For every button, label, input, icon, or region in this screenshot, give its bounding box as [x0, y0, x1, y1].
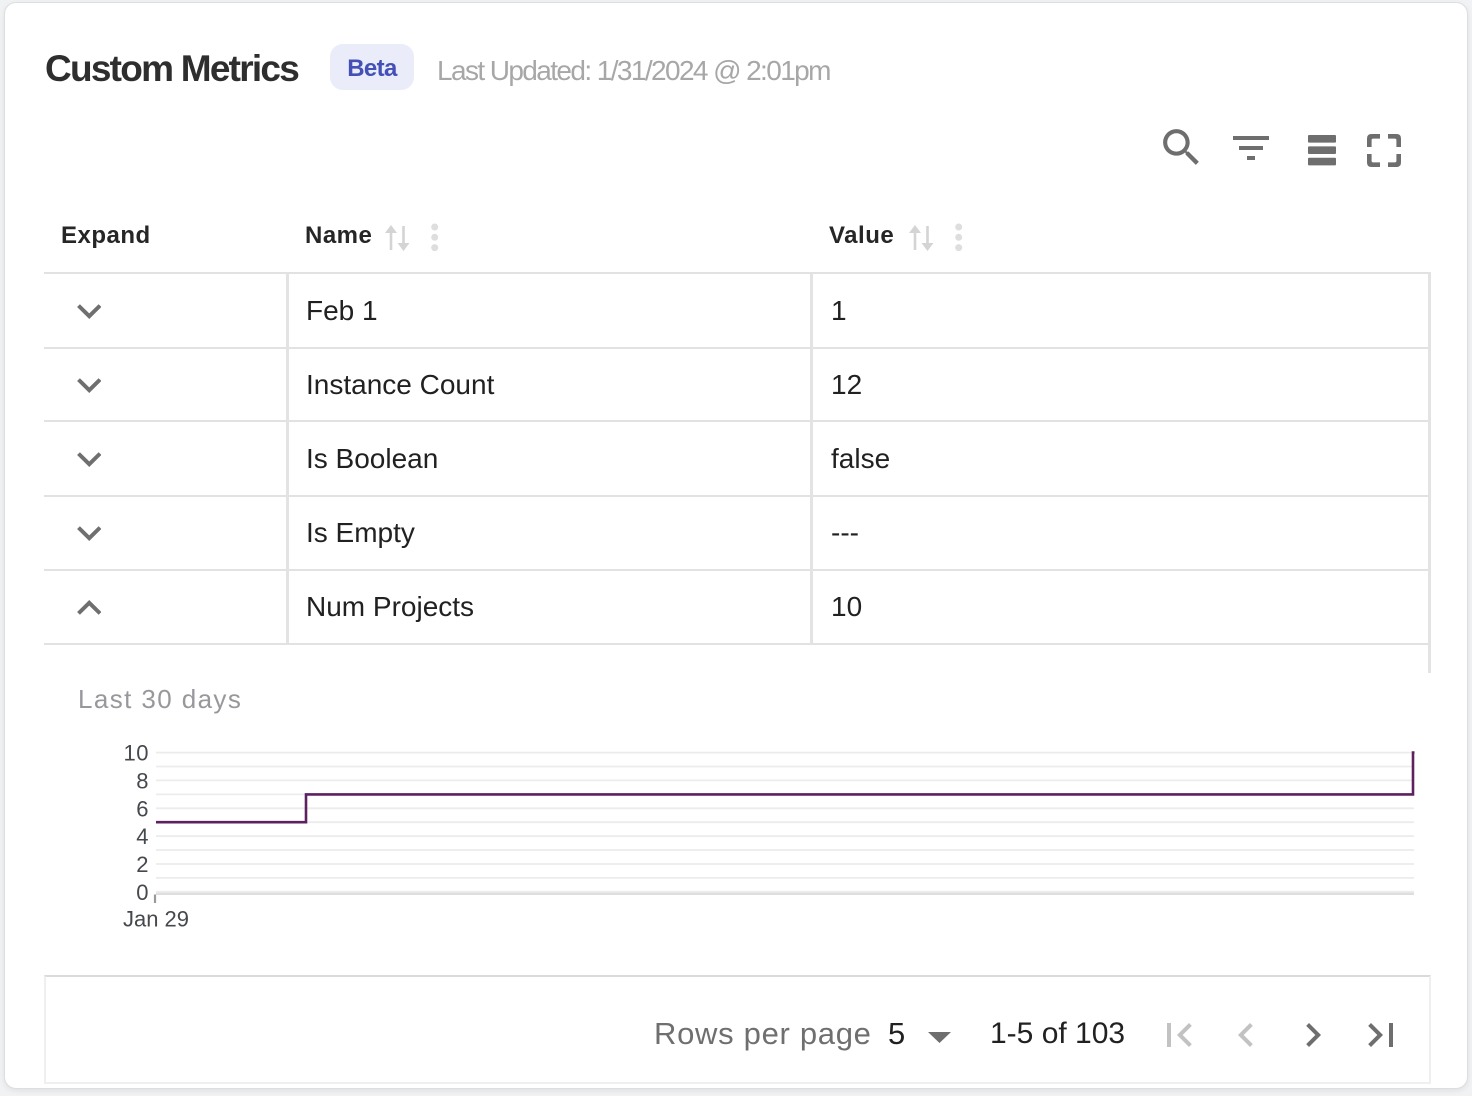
svg-text:0: 0: [136, 880, 148, 905]
svg-text:Jan 29: Jan 29: [123, 907, 189, 932]
svg-text:10: 10: [124, 741, 149, 766]
svg-text:6: 6: [136, 796, 148, 821]
svg-text:8: 8: [136, 768, 148, 793]
svg-text:4: 4: [136, 824, 148, 849]
svg-text:2: 2: [136, 852, 148, 877]
